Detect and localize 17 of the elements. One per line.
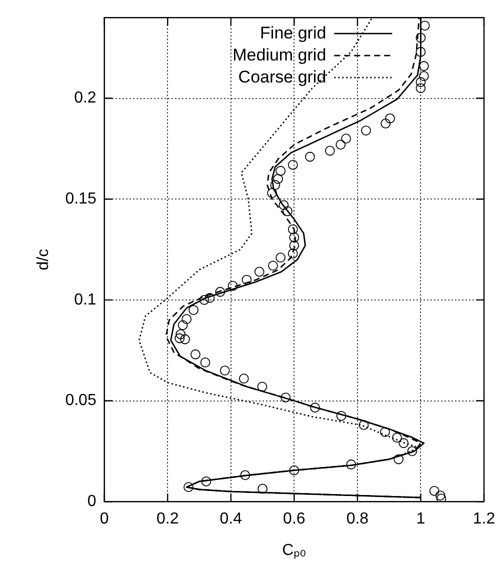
x-tick-label: 1 — [416, 510, 426, 528]
y-axis-title: d/c — [35, 248, 52, 270]
x-tick-label: 0.8 — [346, 510, 369, 528]
x-tick-label: 0.6 — [283, 510, 306, 528]
legend-label: Coarse grid — [238, 67, 326, 86]
y-tick-label: 0.1 — [74, 291, 96, 308]
x-tick-label: 0 — [100, 510, 109, 528]
legend-label: Medium grid — [232, 45, 326, 64]
y-tick-label: 0.05 — [65, 392, 96, 410]
y-tick-label: 0.2 — [74, 90, 96, 107]
x-tick-label: 0.2 — [156, 510, 179, 528]
x-tick-label: 0.4 — [220, 510, 242, 528]
x-axis-title: Cₚ₀ — [282, 542, 306, 559]
x-tick-label: 1.2 — [472, 510, 496, 528]
legend-label: Fine grid — [260, 23, 326, 42]
y-tick-label: 0.15 — [65, 190, 96, 208]
y-tick-label: 0 — [87, 493, 96, 510]
